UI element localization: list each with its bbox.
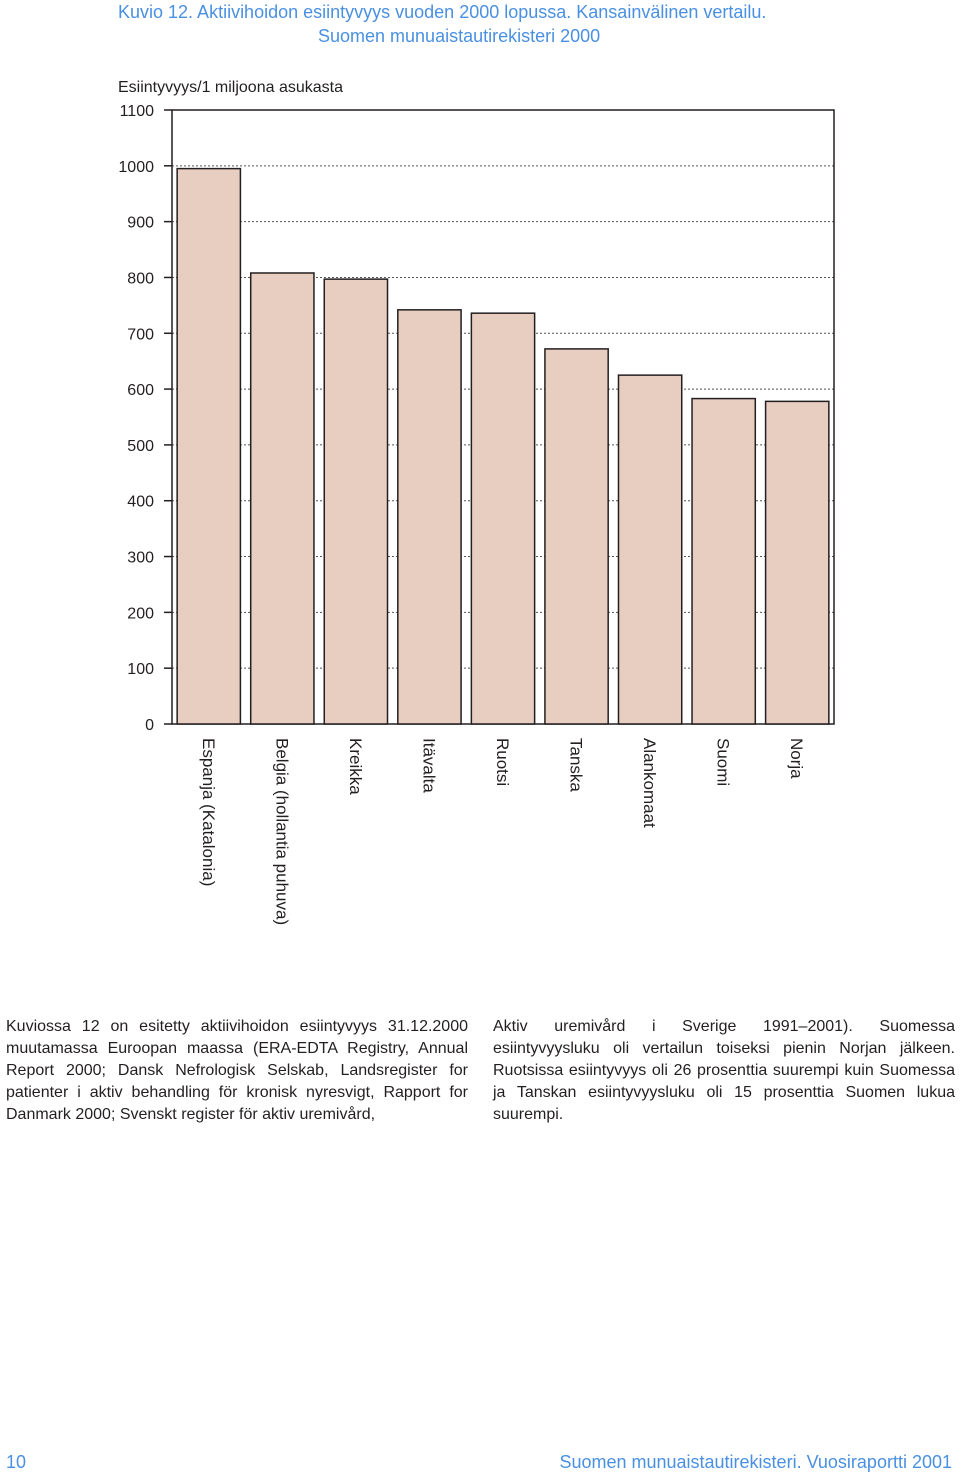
x-category-label: Tanska xyxy=(567,738,586,792)
y-tick-label: 600 xyxy=(127,382,154,399)
y-tick-label: 400 xyxy=(127,494,154,511)
y-tick-label: 100 xyxy=(127,661,154,678)
y-tick-label: 0 xyxy=(145,717,154,734)
y-tick-label: 300 xyxy=(127,550,154,567)
bar xyxy=(617,374,683,725)
bar xyxy=(176,167,242,725)
y-tick-label: 800 xyxy=(127,270,154,287)
x-category-label: Belgia (hollantia puhuva) xyxy=(272,738,291,925)
bar xyxy=(691,397,757,725)
x-category-label: Norja xyxy=(787,738,806,779)
y-axis-title: Esiintyvyys/1 miljoona asukasta xyxy=(118,79,343,96)
y-tick-label: 200 xyxy=(127,605,154,622)
x-category-label: Ruotsi xyxy=(493,738,512,786)
body-text-right: Aktiv uremivård i Sverige 1991–2001). Su… xyxy=(493,1018,955,1123)
bar xyxy=(470,312,536,725)
x-category-label: Alankomaat xyxy=(640,738,659,828)
bar xyxy=(764,400,830,725)
page-number: 10 xyxy=(6,1452,27,1472)
figure-title: Kuvio 12. Aktiivihoidon esiintyvyys vuod… xyxy=(118,0,948,48)
bar xyxy=(397,309,462,725)
x-category-label: Kreikka xyxy=(346,738,365,795)
y-tick-label: 1100 xyxy=(120,103,155,120)
y-tick-label: 900 xyxy=(127,215,154,232)
bar xyxy=(544,348,609,725)
y-tick-label: 500 xyxy=(127,438,154,455)
x-category-label: Itävalta xyxy=(419,738,438,793)
figure-title-line-1: Kuvio 12. Aktiivihoidon esiintyvyys vuod… xyxy=(118,2,767,22)
bar xyxy=(323,278,389,725)
x-category-label: Espanja (Katalonia) xyxy=(199,738,218,886)
y-tick-label: 1000 xyxy=(118,159,154,176)
body-text-left: Kuviossa 12 on esitetty aktiivihoidon es… xyxy=(6,1018,468,1123)
footer-publication-title: Suomen munuaistautirekisteri. Vuosirapor… xyxy=(559,1452,952,1472)
y-tick-label: 700 xyxy=(127,326,154,343)
figure-title-line-2: Suomen munuaistautirekisteri 2000 xyxy=(318,26,601,46)
bar-chart: Esiintyvyys/1 miljoona asukasta 0 100 200 30… xyxy=(118,79,835,925)
x-category-label: Suomi xyxy=(714,738,733,786)
bar xyxy=(249,272,315,725)
